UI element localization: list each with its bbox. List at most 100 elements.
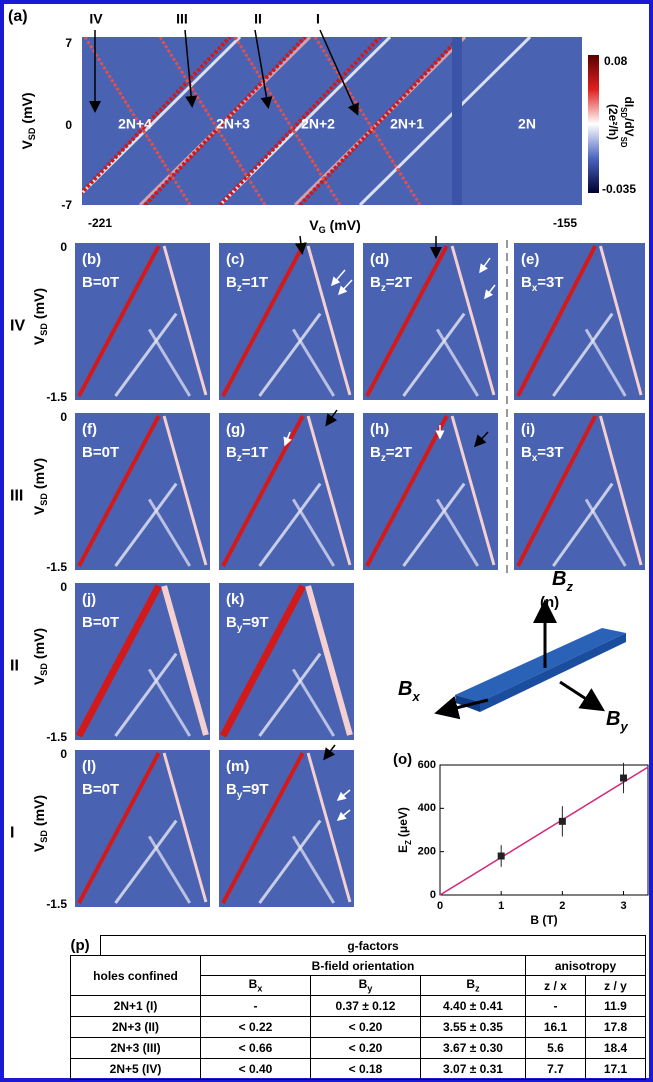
row-label: IV xyxy=(10,318,25,335)
point xyxy=(498,853,505,860)
field-label-part: =0T xyxy=(93,444,119,461)
field-label-part: =9T xyxy=(242,781,268,798)
table-cell: 3.07 ± 0.31 xyxy=(421,1059,526,1080)
group-header: B-field orientation xyxy=(201,956,526,976)
field-label-part: =3T xyxy=(537,444,563,461)
slab-top xyxy=(455,628,626,702)
table-cell: - xyxy=(526,996,586,1017)
field-label-part: =1T xyxy=(242,274,268,291)
sub-panel: (h) xyxy=(363,413,498,570)
y-axis-label-part: (mV) xyxy=(31,628,47,659)
table-cell: 18.4 xyxy=(586,1038,646,1059)
sub-panel: (l) xyxy=(75,750,210,907)
y-tick-label: 0 xyxy=(60,747,67,761)
x-tick-label: -155 xyxy=(553,216,577,230)
y-tick-label: 0 xyxy=(60,410,67,424)
axis-arrow xyxy=(560,682,600,708)
y-axis-label: VSD(mV) xyxy=(31,628,50,685)
panel-label: (m) xyxy=(226,758,249,775)
region-label: 2N+1 xyxy=(390,116,424,132)
panel-label: (b) xyxy=(82,251,101,268)
x-axis-label-part: G xyxy=(319,225,326,235)
table-cell: < 0.18 xyxy=(311,1059,421,1080)
y-axis-label: VSD(mV) xyxy=(31,288,50,345)
y-axis-label-part: SD xyxy=(27,127,37,140)
x-tick-label: 3 xyxy=(620,900,626,912)
y-tick-label: -1.5 xyxy=(46,897,67,911)
table-row: holes confinedB-field orientationanisotr… xyxy=(71,956,646,976)
panel-label: (f) xyxy=(82,421,97,438)
field-label-part: B xyxy=(226,444,237,461)
colorbar-min: -0.035 xyxy=(602,182,636,196)
y-tick-label: 600 xyxy=(418,759,436,771)
y-axis-label-part: SD xyxy=(39,663,49,676)
y-tick-label: 200 xyxy=(418,846,436,858)
row-name: 2N+3 (II) xyxy=(71,1017,201,1038)
column-header: Bx xyxy=(201,976,311,996)
x-tick-label: 1 xyxy=(498,900,504,912)
marker-label: II xyxy=(254,11,262,27)
x-tick-label: -221 xyxy=(88,216,112,230)
sub-panel: (c) xyxy=(219,243,354,400)
y-tick-label: -1.5 xyxy=(46,730,67,744)
field-label: B=0T xyxy=(82,781,119,798)
table-cell: 4.40 ± 0.41 xyxy=(421,996,526,1017)
row-label: I xyxy=(10,825,14,842)
sub-panel: (d) xyxy=(363,243,498,400)
table-cell: 0.37 ± 0.12 xyxy=(311,996,421,1017)
sub-panel: (f) xyxy=(75,413,210,570)
table-cell: 17.8 xyxy=(586,1017,646,1038)
column-header-sub: x xyxy=(257,984,262,994)
table-cell: 3.67 ± 0.30 xyxy=(421,1038,526,1059)
panel-label: (p) xyxy=(71,936,101,956)
column-header: By xyxy=(311,976,421,996)
panel-label: (a) xyxy=(8,8,28,25)
axis-name-part: x xyxy=(411,689,420,704)
column-header: z / y xyxy=(586,976,646,996)
table-cell: - xyxy=(201,996,311,1017)
panel-label: (n) xyxy=(540,594,559,611)
row-name: 2N+1 (I) xyxy=(71,996,201,1017)
sub-panel: (j) xyxy=(75,583,210,740)
y-axis-label-part: (mV) xyxy=(31,795,47,826)
table-title: g-factors xyxy=(101,936,646,956)
field-label-part: =9T xyxy=(242,614,268,631)
colorbar-label-part: /dV xyxy=(622,118,636,137)
y-axis-label: VSD(mV) xyxy=(19,92,38,149)
table-cell: 7.7 xyxy=(526,1059,586,1080)
field-label-part: =1T xyxy=(242,444,268,461)
y-tick-label: 7 xyxy=(65,36,72,50)
region-label: 2N+2 xyxy=(301,116,335,132)
field-label-part: B xyxy=(521,444,532,461)
axis-name-part: z xyxy=(565,579,573,594)
field-label-part: B xyxy=(226,614,237,631)
field-label-part: B xyxy=(370,274,381,291)
axis-name-part: y xyxy=(619,719,628,734)
field-label-part: =0T xyxy=(93,614,119,631)
field-label-part: B xyxy=(82,274,93,291)
table-cell: < 0.66 xyxy=(201,1038,311,1059)
field-label: B=0T xyxy=(82,274,119,291)
row-name: 2N+3 (III) xyxy=(71,1038,201,1059)
row-name: 2N+5 (IV) xyxy=(71,1059,201,1080)
colorbar-unit: (2e²/h) xyxy=(606,104,620,140)
field-label-part: B xyxy=(82,614,93,631)
field-label-part: =2T xyxy=(386,274,412,291)
y-axis-label-part: SD xyxy=(39,323,49,336)
column-header-text: z / y xyxy=(604,979,627,993)
x-axis-label-part: (mV) xyxy=(330,217,361,233)
axis-name: Bx xyxy=(398,678,420,704)
panel-label: (o) xyxy=(393,751,412,768)
table-cell: < 0.20 xyxy=(311,1038,421,1059)
axis-name-part: B xyxy=(398,678,412,700)
colorbar xyxy=(588,55,599,193)
y-axis-label: VSD(mV) xyxy=(31,458,50,515)
column-header: z / x xyxy=(526,976,586,996)
gap xyxy=(452,37,462,205)
y-tick-label: -7 xyxy=(61,198,72,212)
point xyxy=(620,775,627,782)
sub-panel: (g) xyxy=(219,413,354,570)
colorbar-label-part: dI xyxy=(622,96,636,107)
table-cell: 3.55 ± 0.35 xyxy=(421,1017,526,1038)
